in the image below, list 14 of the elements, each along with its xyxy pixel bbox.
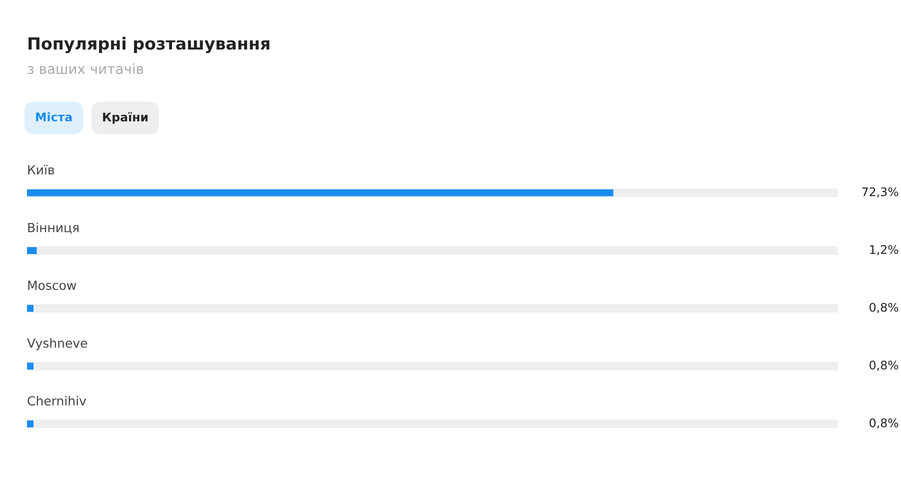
- chart-subtitle: з ваших читачів: [28, 63, 144, 74]
- data-label: 1,2%: [870, 245, 898, 256]
- y-tick-label: Moscow: [28, 280, 76, 290]
- data-label: 0,8%: [870, 302, 898, 313]
- text: Міста: [36, 112, 72, 122]
- y-tick-label: Chernihiv: [28, 396, 86, 406]
- data-label: 0,8%: [870, 418, 898, 429]
- y-tick-label: Vyshneve: [27, 338, 88, 350]
- text: Країни: [103, 112, 148, 124]
- y-tick-label: Вінниця: [28, 222, 78, 234]
- data-label: 72,3%: [862, 187, 898, 198]
- data-label: 0,8%: [870, 360, 898, 371]
- chart-title: Популярні розташування: [28, 36, 270, 54]
- y-tick-label: Київ: [28, 164, 54, 174]
